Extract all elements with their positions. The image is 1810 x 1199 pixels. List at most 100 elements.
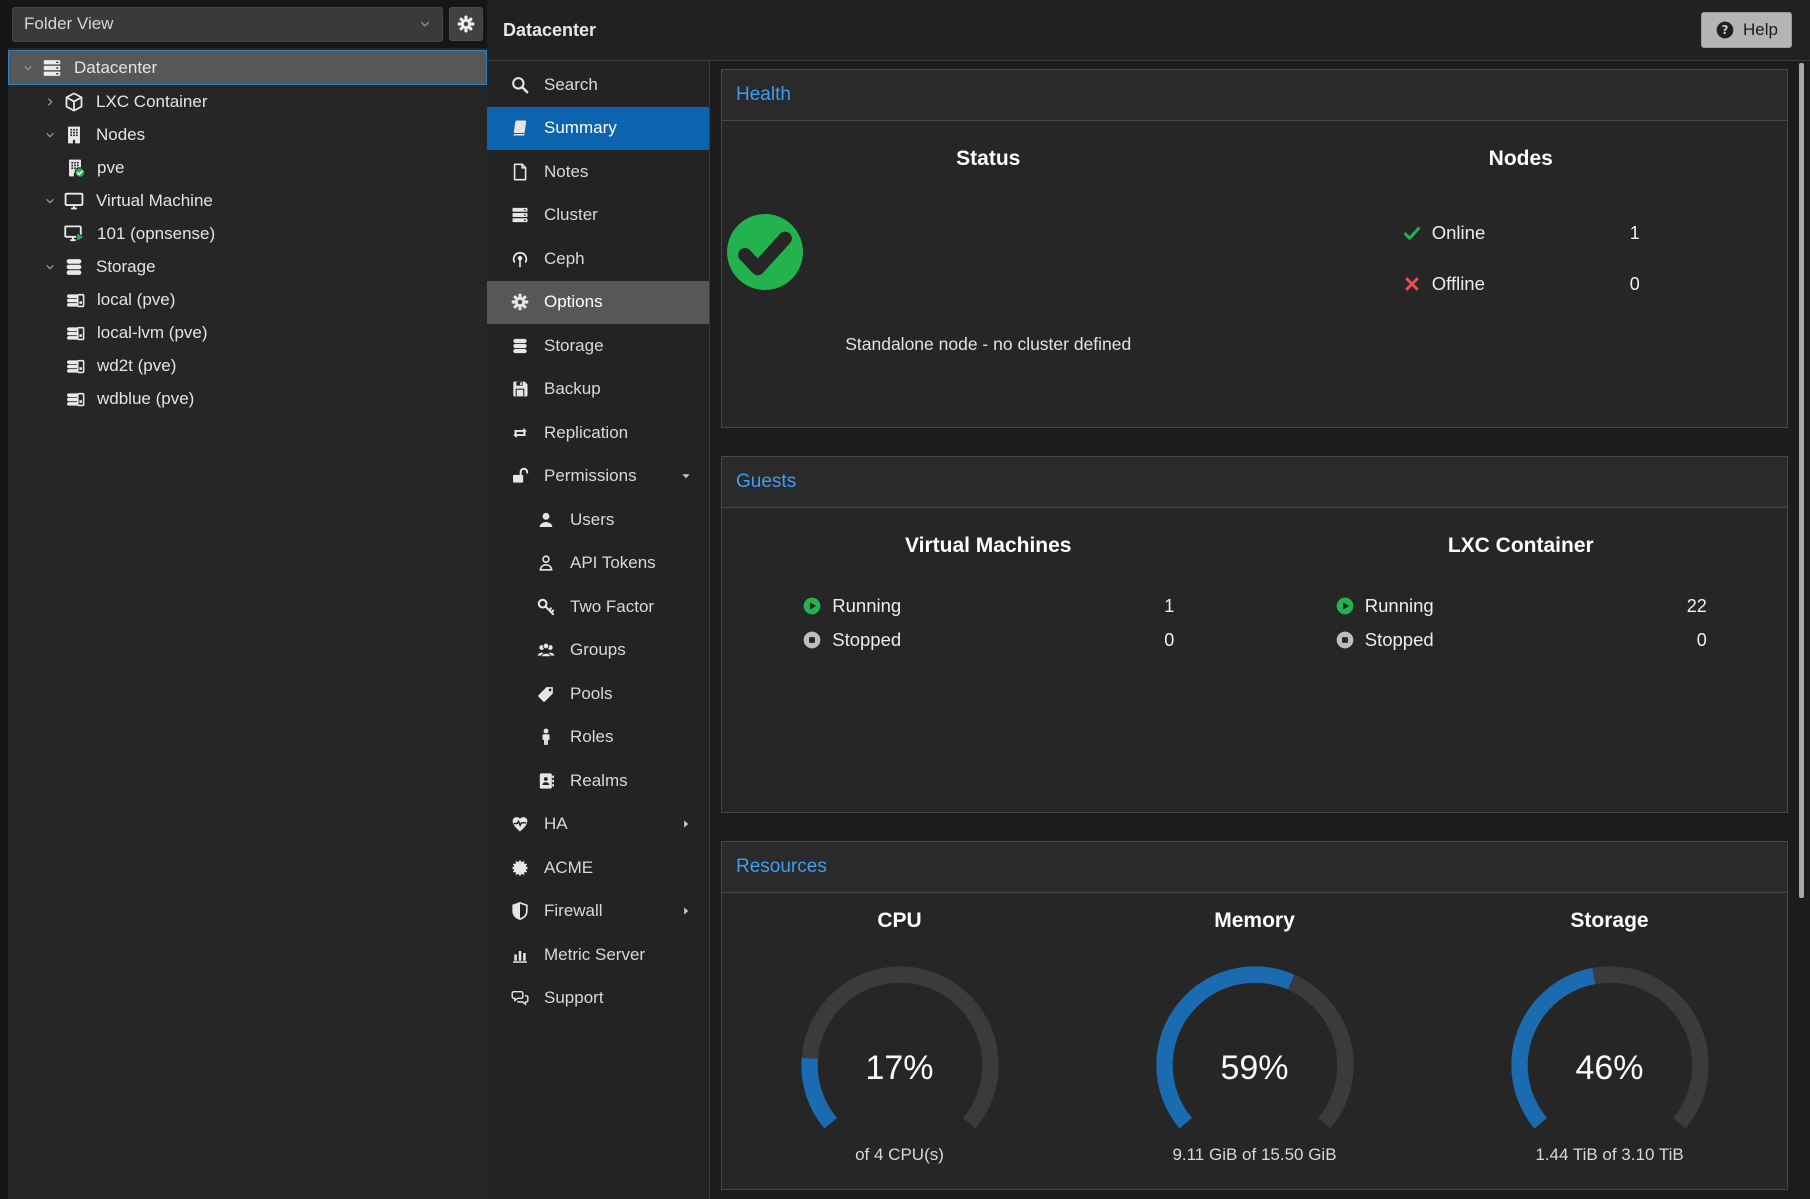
help-button-label: Help bbox=[1743, 20, 1778, 40]
menu-item-replication[interactable]: Replication bbox=[487, 411, 709, 455]
menu-item-search[interactable]: Search bbox=[487, 63, 709, 107]
tree-settings-button[interactable] bbox=[449, 7, 483, 41]
caret-down-icon[interactable] bbox=[39, 256, 61, 278]
resources-panel-title: Resources bbox=[736, 856, 827, 878]
tag-icon bbox=[535, 683, 557, 705]
tree-item-virtual-machine[interactable]: Virtual Machine bbox=[8, 184, 487, 217]
menu-item-ceph[interactable]: Ceph bbox=[487, 237, 709, 281]
vm-running-label: Running bbox=[832, 595, 1154, 617]
tree-item-lxc-container[interactable]: LXC Container bbox=[8, 85, 487, 118]
menu-item-permissions[interactable]: Permissions bbox=[487, 455, 709, 499]
view-selector[interactable]: Folder View bbox=[12, 7, 443, 42]
shield-icon bbox=[509, 900, 531, 922]
cluster-status-column: Status Standalone node - no cluster defi… bbox=[722, 147, 1255, 427]
cpu-percent: 17% bbox=[774, 1049, 1026, 1088]
tree-item-nodes[interactable]: Nodes bbox=[8, 118, 487, 151]
cpu-gauge: 17% bbox=[774, 957, 1026, 1143]
menu-item-options[interactable]: Options bbox=[487, 281, 709, 325]
menu-item-storage[interactable]: Storage bbox=[487, 324, 709, 368]
comments-icon bbox=[509, 987, 531, 1009]
servers-icon bbox=[39, 55, 65, 81]
ceph-icon bbox=[509, 248, 531, 270]
menu-item-users[interactable]: Users bbox=[487, 498, 709, 542]
address-book-icon bbox=[535, 770, 557, 792]
page-title: Datacenter bbox=[503, 20, 596, 41]
menu-item-realms[interactable]: Realms bbox=[487, 759, 709, 803]
tree-item-datacenter[interactable]: Datacenter bbox=[8, 50, 487, 85]
db-icon bbox=[61, 254, 87, 280]
vm-stopped-count: 0 bbox=[1164, 630, 1174, 651]
lxc-stopped-count: 0 bbox=[1697, 630, 1707, 651]
caret-down-icon[interactable] bbox=[39, 124, 61, 146]
online-label: Online bbox=[1432, 222, 1620, 244]
menu-item-notes[interactable]: Notes bbox=[487, 150, 709, 194]
menu-item-cluster[interactable]: Cluster bbox=[487, 194, 709, 238]
tree-item-wdblue-pve[interactable]: wdblue (pve) bbox=[8, 382, 487, 415]
scrollbar-thumb[interactable] bbox=[1799, 63, 1804, 898]
summary-content: Health Status Standalone node - no clust… bbox=[710, 61, 1810, 1199]
tree-item-storage[interactable]: Storage bbox=[8, 250, 487, 283]
menu-item-summary[interactable]: Summary bbox=[487, 107, 709, 151]
chevron-down-icon bbox=[416, 15, 434, 33]
caret-right-icon[interactable] bbox=[39, 91, 61, 113]
search-icon bbox=[509, 74, 531, 96]
menu-item-metric-server[interactable]: Metric Server bbox=[487, 933, 709, 977]
storage-gauge-column: Storage 46% 1.44 TiB of 3.10 TiB bbox=[1432, 909, 1787, 1189]
monitor-play-icon bbox=[62, 221, 88, 247]
menu-item-support[interactable]: Support bbox=[487, 977, 709, 1021]
servers-icon bbox=[509, 204, 531, 226]
guests-panel: Guests Virtual Machines Running 1 bbox=[721, 456, 1788, 813]
guests-panel-header: Guests bbox=[722, 457, 1787, 508]
menu-item-backup[interactable]: Backup bbox=[487, 368, 709, 412]
users-icon bbox=[535, 639, 557, 661]
tree-toolbar: Folder View bbox=[8, 0, 487, 48]
tree-item-wd2t-pve[interactable]: wd2t (pve) bbox=[8, 349, 487, 382]
status-ok-icon bbox=[722, 209, 808, 295]
menu-item-acme[interactable]: ACME bbox=[487, 846, 709, 890]
stop-circle-icon bbox=[1335, 630, 1355, 650]
resources-panel-header: Resources bbox=[722, 842, 1787, 893]
menu-item-groups[interactable]: Groups bbox=[487, 629, 709, 673]
lxc-stopped-label: Stopped bbox=[1365, 629, 1687, 651]
vm-running-row: Running 1 bbox=[802, 592, 1174, 620]
menu-item-api-tokens[interactable]: API Tokens bbox=[487, 542, 709, 586]
question-circle-icon bbox=[1715, 20, 1735, 40]
storage-gauge: 46% bbox=[1484, 957, 1736, 1143]
tree-item-local-lvm-pve[interactable]: local-lvm (pve) bbox=[8, 316, 487, 349]
tree-item-local-pve[interactable]: local (pve) bbox=[8, 283, 487, 316]
menu-item-roles[interactable]: Roles bbox=[487, 716, 709, 760]
book-icon bbox=[509, 117, 531, 139]
virtual-machines-heading: Virtual Machines bbox=[722, 534, 1255, 558]
status-message: Standalone node - no cluster defined bbox=[722, 334, 1255, 355]
db-slot-icon bbox=[62, 353, 88, 379]
db-icon bbox=[509, 335, 531, 357]
lxc-container-column: LXC Container Running 22 Stopped bbox=[1255, 534, 1788, 812]
triangle-right-icon bbox=[678, 903, 694, 919]
caret-down-icon[interactable] bbox=[17, 57, 39, 79]
storage-percent: 46% bbox=[1484, 1049, 1736, 1088]
cpu-caption: of 4 CPU(s) bbox=[722, 1145, 1077, 1165]
cross-icon bbox=[1402, 274, 1422, 294]
menu-item-two-factor[interactable]: Two Factor bbox=[487, 585, 709, 629]
cpu-heading: CPU bbox=[722, 909, 1077, 933]
tree-item-pve[interactable]: pve bbox=[8, 151, 487, 184]
storage-caption: 1.44 TiB of 3.10 TiB bbox=[1432, 1145, 1787, 1165]
caret-down-icon[interactable] bbox=[39, 190, 61, 212]
building-check-icon bbox=[62, 155, 88, 181]
menu-item-pools[interactable]: Pools bbox=[487, 672, 709, 716]
resource-tree-sidebar: Folder View Datacenter LXC Container Nod… bbox=[0, 0, 487, 1199]
tree-item-101-opnsense[interactable]: 101 (opnsense) bbox=[8, 217, 487, 250]
heart-pulse-icon bbox=[509, 813, 531, 835]
play-circle-icon bbox=[802, 596, 822, 616]
health-panel-title: Health bbox=[736, 84, 791, 106]
help-button[interactable]: Help bbox=[1701, 12, 1792, 48]
offline-label: Offline bbox=[1432, 273, 1620, 295]
health-panel: Health Status Standalone node - no clust… bbox=[721, 69, 1788, 428]
menu-item-firewall[interactable]: Firewall bbox=[487, 890, 709, 934]
menu-item-ha[interactable]: HA bbox=[487, 803, 709, 847]
burst-icon bbox=[509, 857, 531, 879]
building-icon bbox=[61, 122, 87, 148]
lxc-container-heading: LXC Container bbox=[1255, 534, 1788, 558]
offline-count: 0 bbox=[1630, 274, 1640, 295]
proxmox-app: Folder View Datacenter LXC Container Nod… bbox=[0, 0, 1810, 1199]
